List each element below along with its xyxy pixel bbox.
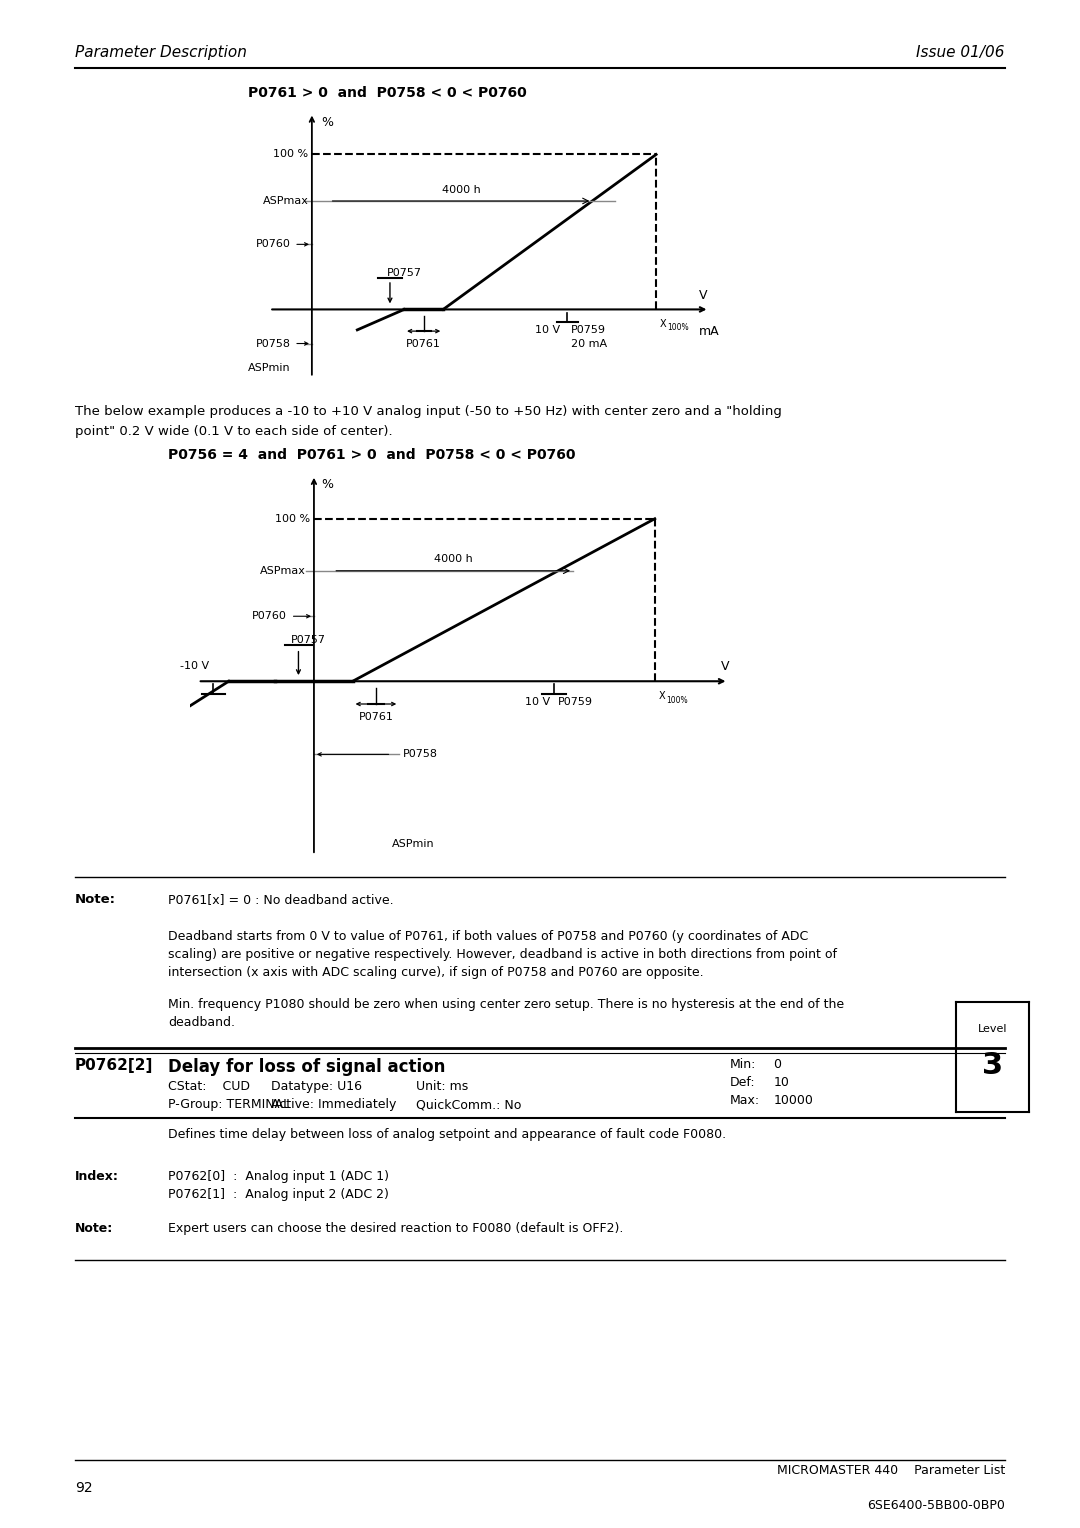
Text: P0761: P0761 (406, 339, 441, 348)
Text: 4000 h: 4000 h (442, 185, 481, 194)
Text: Parameter Description: Parameter Description (75, 44, 247, 60)
Text: ASPmax: ASPmax (260, 565, 307, 576)
Text: P0758: P0758 (256, 339, 291, 348)
Text: P0762[1]  :  Analog input 2 (ADC 2): P0762[1] : Analog input 2 (ADC 2) (168, 1187, 389, 1201)
Text: Def:: Def: (730, 1076, 756, 1089)
Text: QuickComm.: No: QuickComm.: No (417, 1099, 522, 1111)
Text: Index:: Index: (75, 1170, 119, 1183)
Text: deadband.: deadband. (168, 1016, 235, 1028)
Text: V: V (720, 660, 729, 674)
Text: P0758: P0758 (403, 749, 438, 759)
Text: Active: Immediately: Active: Immediately (271, 1099, 396, 1111)
Text: ASPmin: ASPmin (248, 364, 291, 373)
Text: 92: 92 (75, 1481, 93, 1494)
Text: P0762[2]: P0762[2] (75, 1057, 153, 1073)
Text: P0759: P0759 (571, 325, 606, 335)
Text: P0757: P0757 (387, 269, 421, 278)
Text: 10 V: 10 V (525, 697, 550, 707)
Text: Datatype: U16: Datatype: U16 (271, 1080, 362, 1093)
Text: Min:: Min: (730, 1057, 756, 1071)
Text: 4000 h: 4000 h (434, 555, 473, 564)
Text: scaling) are positive or negative respectively. However, deadband is active in b: scaling) are positive or negative respec… (168, 947, 837, 961)
Text: P0759: P0759 (558, 697, 593, 707)
Text: X: X (659, 691, 665, 701)
Text: P0761[x] = 0 : No deadband active.: P0761[x] = 0 : No deadband active. (168, 892, 393, 906)
Text: P0762[0]  :  Analog input 1 (ADC 1): P0762[0] : Analog input 1 (ADC 1) (168, 1170, 389, 1183)
Text: Min. frequency P1080 should be zero when using center zero setup. There is no hy: Min. frequency P1080 should be zero when… (168, 998, 845, 1012)
Text: P0760: P0760 (252, 611, 287, 622)
Text: 10 V: 10 V (536, 325, 561, 335)
Text: ASPmax: ASPmax (262, 196, 308, 206)
Text: Delay for loss of signal action: Delay for loss of signal action (168, 1057, 445, 1076)
Text: Note:: Note: (75, 892, 116, 906)
Text: %: % (322, 478, 334, 490)
Text: 10: 10 (773, 1076, 789, 1089)
Text: CStat:    CUD: CStat: CUD (168, 1080, 249, 1093)
Text: intersection (x axis with ADC scaling curve), if sign of P0758 and P0760 are opp: intersection (x axis with ADC scaling cu… (168, 966, 704, 979)
Text: Issue 01/06: Issue 01/06 (917, 44, 1005, 60)
Text: 3: 3 (982, 1051, 1003, 1080)
Text: P0760: P0760 (256, 240, 291, 249)
Text: Level: Level (977, 1024, 1008, 1034)
Text: Deadband starts from 0 V to value of P0761, if both values of P0758 and P0760 (y: Deadband starts from 0 V to value of P07… (168, 931, 808, 943)
Text: Defines time delay between loss of analog setpoint and appearance of fault code : Defines time delay between loss of analo… (168, 1128, 726, 1141)
Text: P0756 = 4  and  P0761 > 0  and  P0758 < 0 < P0760: P0756 = 4 and P0761 > 0 and P0758 < 0 < … (168, 448, 576, 461)
Text: P0761: P0761 (359, 712, 393, 723)
Text: Unit: ms: Unit: ms (417, 1080, 469, 1093)
Text: P0761 > 0  and  P0758 < 0 < P0760: P0761 > 0 and P0758 < 0 < P0760 (248, 86, 527, 99)
Text: 100%: 100% (666, 695, 688, 704)
Text: 20 mA: 20 mA (571, 339, 607, 348)
Text: 100 %: 100 % (275, 513, 310, 524)
Text: mA: mA (699, 325, 719, 338)
Text: -10 V: -10 V (180, 662, 210, 671)
Text: Max:: Max: (730, 1094, 760, 1106)
Text: P-Group: TERMINAL: P-Group: TERMINAL (168, 1099, 291, 1111)
Text: %: % (321, 116, 333, 128)
Text: 10000: 10000 (773, 1094, 813, 1106)
Text: MICROMASTER 440    Parameter List: MICROMASTER 440 Parameter List (777, 1464, 1005, 1478)
Text: V: V (699, 289, 707, 301)
Text: 0: 0 (773, 1057, 781, 1071)
Text: X: X (660, 319, 666, 329)
Text: ASPmin: ASPmin (391, 839, 434, 848)
Text: Expert users can choose the desired reaction to F0080 (default is OFF2).: Expert users can choose the desired reac… (168, 1222, 623, 1235)
Text: Note:: Note: (75, 1222, 113, 1235)
Text: 100 %: 100 % (273, 150, 308, 159)
Text: P0757: P0757 (291, 636, 326, 645)
Text: 100%: 100% (666, 324, 688, 333)
Text: The below example produces a -10 to +10 V analog input (-50 to +50 Hz) with cent: The below example produces a -10 to +10 … (75, 405, 782, 419)
Text: point" 0.2 V wide (0.1 V to each side of center).: point" 0.2 V wide (0.1 V to each side of… (75, 425, 393, 439)
Text: 6SE6400-5BB00-0BP0: 6SE6400-5BB00-0BP0 (867, 1499, 1005, 1511)
